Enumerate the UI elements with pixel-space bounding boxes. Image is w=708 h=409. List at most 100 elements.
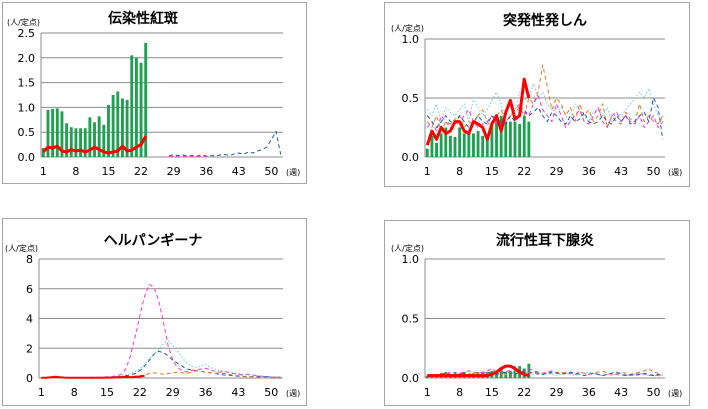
chart-1-bar [476, 131, 480, 157]
chart-0-bar [88, 117, 92, 157]
chart-0-week-label: (週) [286, 168, 300, 177]
chart-1-series-line [426, 95, 664, 132]
chart-1-bar [522, 115, 526, 157]
chart-0-bar [60, 111, 64, 157]
chart-1-bar [462, 133, 466, 157]
chart-1-series-line [426, 97, 664, 140]
chart-2-ytick-label: 6 [26, 283, 33, 296]
chart-2-xtick-label: 43 [231, 386, 245, 399]
chart-1-week-label: (週) [668, 168, 682, 177]
chart-0-xtick-label: 1 [40, 165, 47, 178]
chart-3-xtick-label: 29 [550, 386, 564, 399]
chart-1-title: 突発性発しん [503, 12, 587, 29]
chart-1-bar [508, 121, 512, 157]
chart-3-bar [495, 373, 498, 378]
chart-2-ytick-label: 2 [26, 342, 33, 355]
chart-0-bar [51, 108, 55, 157]
chart-1-xtick-label: 15 [485, 165, 499, 178]
chart-0-title: 伝染性紅斑 [108, 10, 178, 27]
chart-1-bar [448, 135, 452, 157]
chart-panel-mumps: 流行性耳下腺炎 (人/定点) (週) 0.0 0.5 1.0 1 8 15 22 29 36 43 50 [384, 220, 690, 406]
chart-1-unit-label: (人/定点) [391, 23, 424, 33]
chart-2-xtick-label: 1 [38, 386, 45, 399]
chart-0-ytick-label: 0.5 [18, 126, 36, 139]
chart-0-bar [74, 128, 78, 157]
chart-3-ytick-label: 0.5 [402, 313, 420, 326]
chart-1-bar [467, 131, 471, 157]
chart-2-xtick-label: 36 [199, 386, 213, 399]
chart-2-ytick-label: 0 [26, 372, 33, 385]
chart-0-series-line [168, 130, 282, 157]
chart-3-xtick-label: 43 [614, 386, 628, 399]
chart-1-bar [504, 121, 508, 157]
chart-0-xtick-label: 29 [167, 165, 181, 178]
chart-1-series-line [426, 83, 664, 123]
chart-3-xtick-label: 50 [646, 386, 660, 399]
chart-0-bar [134, 57, 138, 157]
chart-3-xtick-label: 8 [456, 386, 463, 399]
chart-2-series-line [41, 374, 145, 379]
chart-1-ytick-label: 0.0 [402, 151, 420, 164]
chart-1-bar [472, 133, 475, 157]
chart-0-bar [55, 108, 59, 157]
chart-0-bar [79, 128, 83, 157]
chart-2-series-line [41, 370, 281, 379]
chart-1-bar [435, 142, 438, 157]
chart-3-bar [499, 368, 503, 378]
chart-1-bar [439, 133, 443, 157]
chart-0-bar [111, 95, 115, 157]
chart-3-series-line [427, 370, 663, 377]
chart-1-xtick-label: 8 [456, 165, 463, 178]
chart-2-xtick-label: 50 [264, 386, 278, 399]
chart-panel-herpangina: ヘルパンギーナ (人/定点) (週) 0 2 4 6 8 1 8 15 22 29 36 43 50 [2, 218, 307, 406]
chart-1-bar [527, 121, 531, 157]
chart-svg-exanthem: 突発性発しん (人/定点) (週) 0.0 0.5 1.0 1 8 15 22 29 36 43 50 [391, 12, 682, 178]
chart-0-bar [107, 104, 110, 157]
chart-1-bar [513, 121, 517, 157]
chart-2-series-line [41, 340, 281, 379]
chart-2-xtick-label: 8 [71, 386, 78, 399]
chart-2-title: ヘルパンギーナ [104, 232, 203, 249]
chart-0-bar [125, 99, 129, 157]
chart-0-bar [93, 122, 96, 157]
chart-2-unit-label: (人/定点) [5, 243, 38, 253]
chart-1-xtick-label: 50 [646, 165, 660, 178]
chart-0-ytick-label: 0.0 [18, 151, 36, 164]
chart-3-xtick-label: 22 [517, 386, 531, 399]
chart-3-xtick-label: 1 [424, 386, 431, 399]
chart-0-bar [65, 123, 69, 157]
chart-1-bar [518, 123, 522, 157]
chart-0-bar [46, 109, 50, 157]
chart-2-series-line [41, 350, 281, 379]
chart-0-bar [97, 116, 101, 157]
chart-svg-herpangina: ヘルパンギーナ (人/定点) (週) 0 2 4 6 8 1 8 15 22 29 36 43 50 [5, 232, 300, 399]
chart-2-xtick-label: 22 [133, 386, 147, 399]
chart-0-bar [69, 127, 73, 157]
chart-1-xtick-label: 43 [614, 165, 628, 178]
chart-3-bar [513, 369, 517, 378]
chart-0-ytick-label: 2.5 [18, 27, 36, 40]
chart-0-xtick-label: 15 [101, 165, 115, 178]
chart-0-ytick-label: 1.5 [18, 77, 36, 90]
chart-3-bar [508, 370, 512, 378]
chart-0-ytick-label: 1.0 [18, 101, 36, 114]
chart-3-xtick-label: 15 [485, 386, 499, 399]
chart-0-bar [83, 128, 87, 157]
chart-3-bar [504, 372, 508, 378]
chart-0-bar [102, 124, 106, 157]
chart-panel-exanthem: 突発性発しん (人/定点) (週) 0.0 0.5 1.0 1 8 15 22 29 36 43 50 [384, 2, 690, 187]
chart-0-xtick-label: 50 [264, 165, 278, 178]
chart-0-bar [144, 42, 148, 157]
chart-0-bar [41, 148, 45, 157]
chart-1-xtick-label: 22 [517, 165, 531, 178]
chart-1-ytick-label: 1.0 [402, 33, 420, 46]
chart-3-ytick-label: 1.0 [402, 253, 420, 266]
chart-1-bar [425, 148, 429, 157]
chart-2-series-line [41, 283, 281, 379]
chart-3-bar [527, 363, 531, 378]
chart-3-unit-label: (人/定点) [391, 243, 424, 253]
chart-1-ytick-label: 0.5 [402, 92, 420, 105]
chart-1-bar [453, 136, 457, 157]
chart-0-xtick-label: 36 [199, 165, 213, 178]
chart-3-title: 流行性耳下腺炎 [496, 232, 594, 249]
